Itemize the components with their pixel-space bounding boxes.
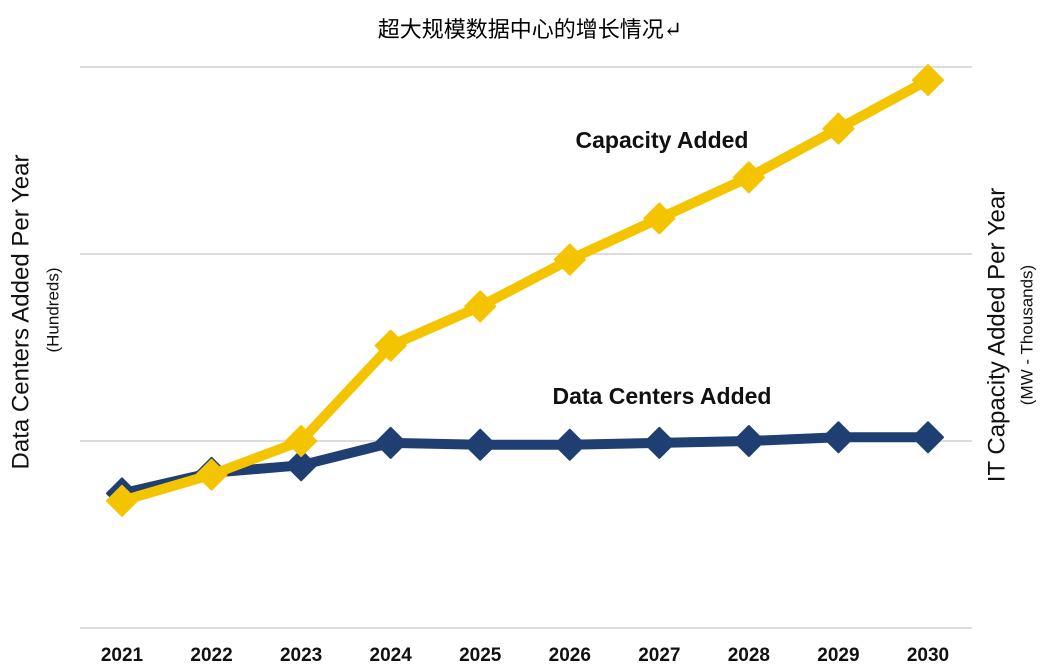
x-tick-label: 2030 bbox=[907, 645, 949, 664]
x-tick-label: 2022 bbox=[190, 645, 232, 664]
y-axis-label: Data Centers Added Per Year bbox=[7, 155, 34, 470]
marker bbox=[732, 161, 765, 194]
marker bbox=[464, 428, 497, 461]
marker bbox=[464, 290, 497, 323]
marker bbox=[106, 484, 138, 517]
x-tick-label: 2025 bbox=[459, 645, 502, 664]
marker bbox=[374, 426, 407, 459]
series-line bbox=[120, 75, 931, 506]
series-label: Data Centers Added bbox=[553, 383, 772, 409]
marker bbox=[195, 458, 228, 491]
marker bbox=[732, 425, 765, 457]
y2-axis-sublabel: (MW - Thousands) bbox=[1017, 265, 1036, 405]
y-axis-sublabel: (Hundreds) bbox=[43, 267, 62, 352]
x-tick-label: 2027 bbox=[638, 645, 680, 664]
x-tick-label: 2024 bbox=[370, 645, 413, 664]
marker bbox=[912, 421, 944, 454]
marker bbox=[643, 202, 676, 235]
x-tick-label: 2023 bbox=[280, 645, 322, 664]
marker bbox=[822, 112, 855, 145]
marker bbox=[912, 64, 944, 97]
x-tick-label: 2029 bbox=[817, 645, 859, 664]
marker bbox=[285, 425, 318, 457]
marker bbox=[553, 428, 586, 461]
x-tick-label: 2021 bbox=[101, 645, 144, 664]
marker bbox=[374, 329, 407, 362]
marker bbox=[553, 243, 586, 276]
marker bbox=[643, 426, 676, 459]
x-tick-label: 2028 bbox=[728, 645, 770, 664]
marker bbox=[822, 421, 855, 454]
x-tick-label: 2026 bbox=[549, 645, 591, 664]
series-line bbox=[120, 432, 928, 499]
y2-axis-label: IT Capacity Added Per Year bbox=[983, 188, 1010, 482]
series-label: Capacity Added bbox=[576, 127, 749, 153]
marker bbox=[285, 449, 318, 482]
chart-title: 超大规模数据中心的增长情况↵ bbox=[378, 17, 682, 42]
